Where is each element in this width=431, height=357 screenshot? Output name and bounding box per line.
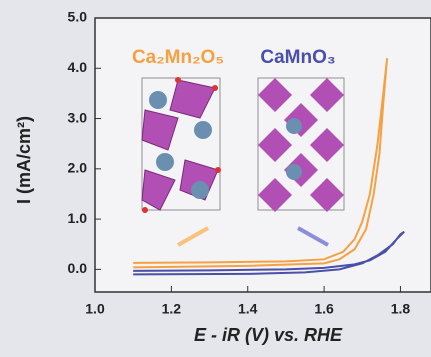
y-tick-label: 0.0 (68, 260, 88, 276)
x-tick-label: 1.8 (391, 301, 411, 317)
x-tick-label: 1.0 (85, 301, 105, 317)
y-tick-label: 5.0 (68, 9, 88, 25)
legend-label: CaMnO₃ (260, 47, 335, 68)
chart: E - iR (V) vs. RHE I (mA/cm²) Ca₂Mn₂O₅ C… (0, 0, 431, 357)
legend-label: Ca₂Mn₂O₅ (132, 47, 224, 68)
y-tick-label: 1.0 (68, 210, 88, 226)
x-tick-label: 1.4 (238, 301, 258, 317)
y-tick-label: 2.0 (68, 160, 88, 176)
x-axis-label: E - iR (V) vs. RHE (194, 325, 343, 345)
x-tick-label: 1.2 (162, 301, 182, 317)
x-tick-label: 1.6 (314, 301, 334, 317)
y-axis-label: I (mA/cm²) (14, 116, 34, 204)
y-tick-label: 4.0 (68, 59, 88, 75)
y-tick-label: 3.0 (68, 109, 88, 125)
